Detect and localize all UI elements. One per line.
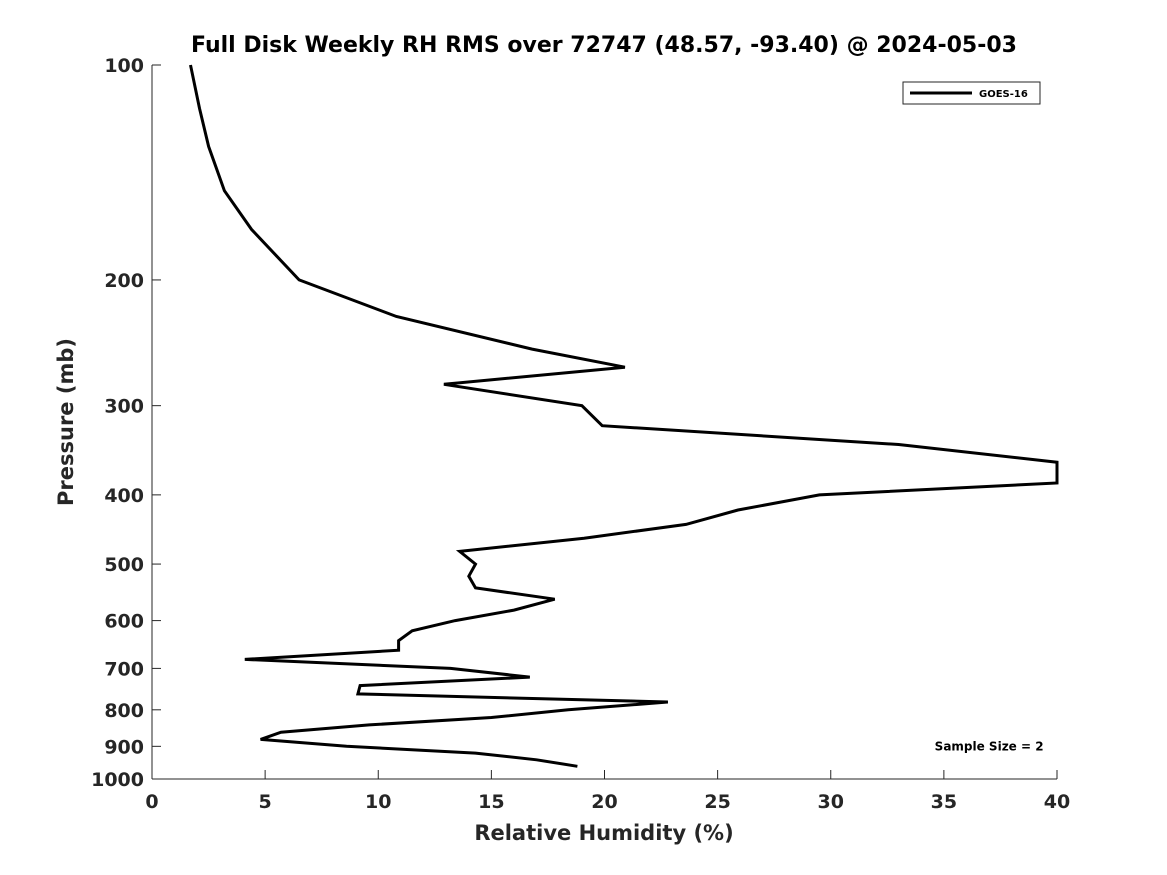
x-axis-label: Relative Humidity (%) [474,821,733,845]
sample-size-annotation: Sample Size = 2 [935,739,1044,753]
x-tick-label: 0 [145,791,158,813]
x-tick-label: 10 [365,791,391,813]
y-tick-label: 100 [104,55,144,77]
y-tick-label: 1000 [91,769,144,791]
x-tick-label: 25 [704,791,730,813]
legend-label-goes-16: GOES-16 [979,89,1028,100]
y-tick-label: 200 [104,270,144,292]
chart-title: Full Disk Weekly RH RMS over 72747 (48.5… [191,33,1017,58]
x-axis-ticks: 0 5 10 15 20 25 30 35 40 [145,770,1070,813]
x-tick-label: 35 [931,791,957,813]
x-tick-label: 5 [259,791,272,813]
y-tick-label: 500 [104,554,144,576]
x-tick-label: 15 [478,791,504,813]
y-tick-label: 300 [104,396,144,418]
y-axis-label: Pressure (mb) [54,338,78,506]
x-tick-label: 30 [818,791,844,813]
y-axis-ticks: 100 200 300 400 500 600 700 800 900 1000 [91,55,161,791]
y-tick-label: 600 [104,611,144,633]
series-line-goes-16 [189,64,1059,768]
series-layer [189,64,1059,768]
legend[interactable]: GOES-16 [902,81,1041,105]
y-tick-label: 800 [104,700,144,722]
y-tick-label: 400 [104,485,144,507]
x-tick-label: 40 [1044,791,1070,813]
x-tick-label: 20 [591,791,617,813]
y-tick-label: 900 [104,736,144,758]
y-tick-label: 700 [104,658,144,680]
plot-axes [151,65,1057,780]
